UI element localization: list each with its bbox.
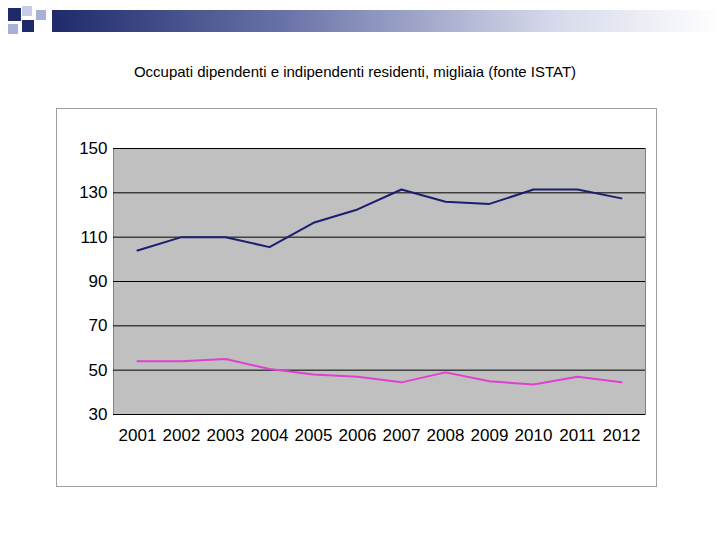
svg-text:50: 50 <box>89 361 108 380</box>
svg-text:2008: 2008 <box>427 426 465 445</box>
svg-text:2011: 2011 <box>559 426 596 445</box>
svg-text:2009: 2009 <box>471 426 509 445</box>
svg-text:2001: 2001 <box>119 426 157 445</box>
svg-text:2007: 2007 <box>383 426 421 445</box>
svg-text:2006: 2006 <box>339 426 377 445</box>
svg-text:30: 30 <box>89 405 108 424</box>
svg-text:2010: 2010 <box>515 426 553 445</box>
svg-text:70: 70 <box>89 316 108 335</box>
html-text:Occupati dipendenti e indipend: Occupati dipendenti e indipendenti resid… <box>133 63 577 80</box>
svg-text:110: 110 <box>80 228 107 247</box>
svg-text:2012: 2012 <box>603 426 641 445</box>
svg-text:2002: 2002 <box>163 426 201 445</box>
svg-text:130: 130 <box>79 183 107 202</box>
svg-text:2004: 2004 <box>251 426 289 445</box>
svg-text:2005: 2005 <box>295 426 333 445</box>
svg-text:2003: 2003 <box>207 426 245 445</box>
svg-text:90: 90 <box>89 272 108 291</box>
svg-text:150: 150 <box>79 139 107 158</box>
